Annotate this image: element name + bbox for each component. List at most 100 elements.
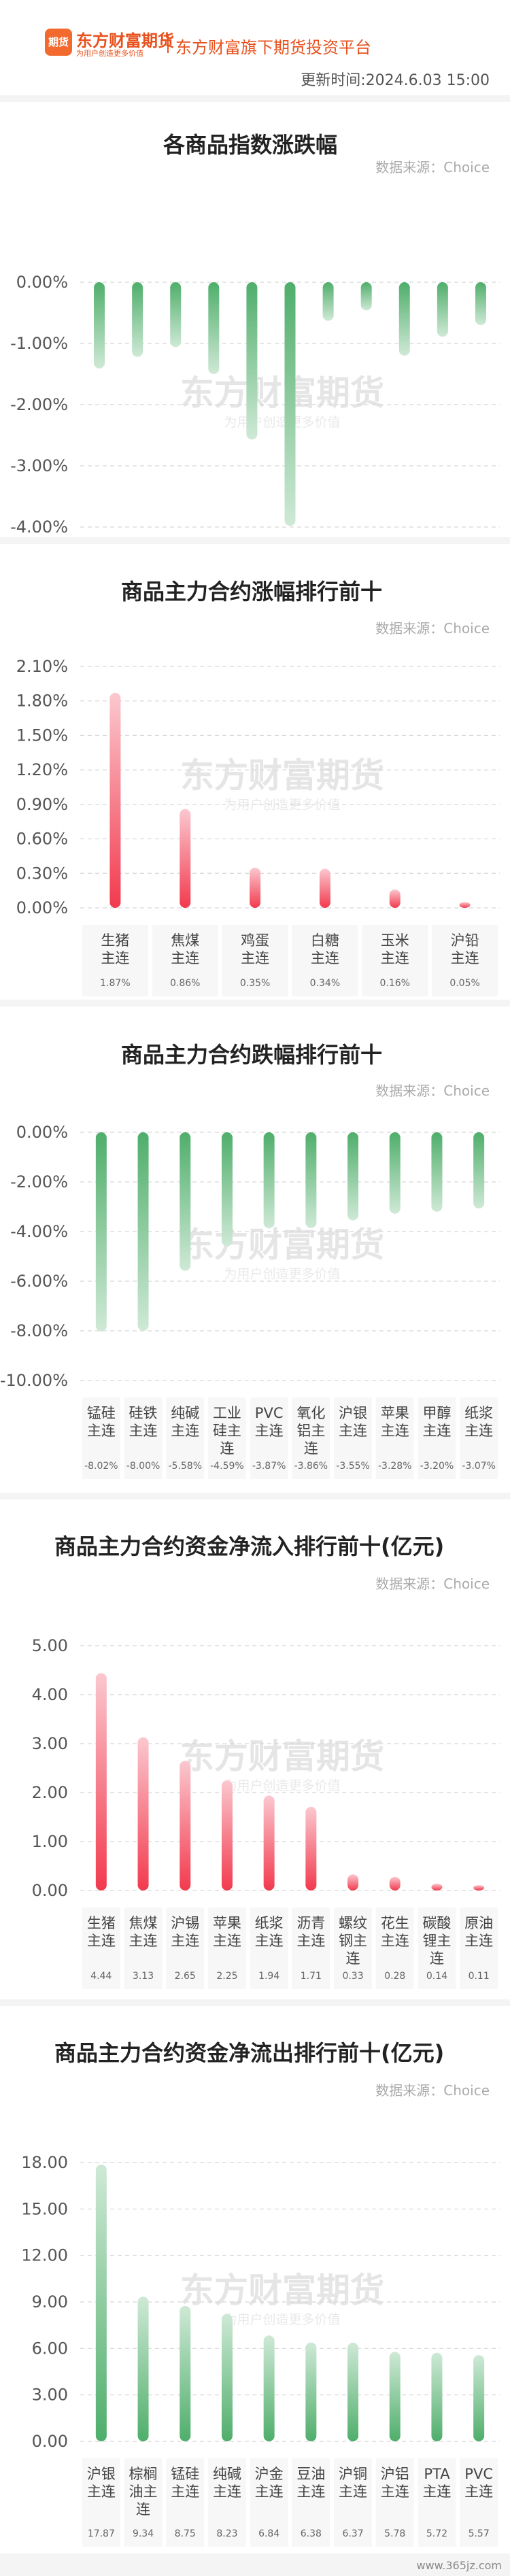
y-tick-label: 2.00	[32, 1783, 68, 1802]
value-label: -8.00%	[126, 1461, 160, 1472]
label-cell	[82, 1397, 120, 1479]
bar	[132, 282, 143, 357]
category-label: 沪银主连	[87, 2466, 116, 2500]
y-tick-label: 3.00	[32, 2386, 68, 2405]
y-tick-label: -6.00%	[10, 1272, 68, 1291]
y-tick-label: 3.00	[32, 1734, 68, 1753]
value-label: -3.28%	[378, 1461, 412, 1472]
data-source-label: 数据来源：Choice	[375, 1083, 490, 1099]
bar	[246, 282, 258, 440]
label-cell	[292, 2458, 330, 2547]
data-source-label: 数据来源：Choice	[375, 620, 490, 637]
label-cell	[208, 1397, 246, 1479]
label-cell	[460, 2458, 498, 2547]
label-cell	[334, 1397, 372, 1479]
bar	[221, 1132, 233, 1247]
value-label: 8.75	[175, 2528, 196, 2539]
label-cell	[82, 925, 148, 996]
label-cell	[292, 1908, 330, 1989]
label-cell	[222, 925, 288, 996]
label-cell	[82, 1908, 120, 1989]
label-cell	[250, 2458, 288, 2547]
chart-title: 商品主力合约资金净流出排行前十(亿元)	[54, 2040, 445, 2066]
category-label: 碳酸锂主连	[422, 1915, 451, 1967]
brand-slogan: 为用户创造更多价值	[76, 49, 143, 58]
watermark-subtext: 为用户创造更多价值	[224, 798, 340, 813]
category-label: 沪银主连	[339, 1405, 367, 1439]
label-cell	[250, 1397, 288, 1479]
bar	[473, 1885, 485, 1891]
bar	[263, 1795, 275, 1891]
value-label: -8.02%	[84, 1461, 118, 1472]
y-tick-label: 0.90%	[16, 795, 68, 814]
value-label: 5.72	[426, 2528, 447, 2539]
y-tick-label: -4.00%	[10, 1222, 68, 1241]
category-label: 沪金主连	[255, 2466, 284, 2500]
category-label: 锰硅主连	[171, 2466, 199, 2500]
bar	[263, 1132, 275, 1229]
y-tick-label: 1.80%	[16, 692, 68, 711]
chart-panel: 商品主力合约涨幅排行前十 数据来源：Choice 东方财富期货 为用户创造更多价值 2.…	[0, 544, 510, 1000]
y-tick-label: 5.00	[32, 1636, 68, 1655]
category-label: 焦煤主连	[171, 932, 199, 966]
category-label: 沪锡主连	[171, 1915, 199, 1949]
bar	[389, 1876, 401, 1891]
label-cell	[166, 1397, 205, 1479]
category-label: PVC 主连	[464, 2466, 493, 2500]
bar	[431, 1883, 443, 1891]
value-label: -3.86%	[294, 1461, 328, 1472]
bar	[95, 1132, 107, 1332]
update-time: 更新时间:2024.6.03 15:00	[301, 72, 490, 89]
category-label: 生猪主连	[87, 1915, 116, 1949]
platform-title: 东方财富旗下期货投资平台	[175, 38, 371, 57]
value-label: 5.57	[469, 2528, 490, 2539]
bar	[319, 868, 330, 908]
value-label: 9.34	[133, 2528, 154, 2539]
category-label: 沪铜主连	[339, 2466, 367, 2500]
bar	[389, 889, 401, 908]
chart-panel: 商品主力合约资金净流入排行前十(亿元) 数据来源：Choice 东方财富期货 为用户创…	[0, 1499, 510, 1999]
y-tick-label: 1.00	[32, 1832, 68, 1851]
category-label: PTA 主连	[422, 2466, 451, 2500]
bar	[459, 902, 471, 908]
value-label: -3.55%	[336, 1461, 370, 1472]
value-label: -3.20%	[420, 1461, 454, 1472]
label-cell	[418, 1397, 456, 1479]
bar	[180, 1132, 191, 1271]
value-label: 3.13	[133, 1971, 154, 1982]
label-cell	[334, 2458, 372, 2547]
value-label: 1.71	[301, 1971, 322, 1982]
value-label: 8.23	[216, 2528, 237, 2539]
chart-title: 商品主力合约跌幅排行前十	[121, 1042, 383, 1068]
label-cell	[124, 2458, 163, 2547]
value-label: -3.07%	[462, 1461, 496, 1472]
category-label: 玉米主连	[381, 932, 409, 966]
y-tick-label: -10.00%	[0, 1371, 68, 1390]
category-label: 甲醇主连	[422, 1405, 451, 1439]
bar	[180, 1761, 191, 1891]
category-label: 螺纹钢主连	[339, 1915, 367, 1967]
bar	[347, 2342, 359, 2441]
bar	[95, 2164, 107, 2441]
y-tick-label: -2.00%	[10, 1172, 68, 1191]
category-label: 纸浆主连	[464, 1405, 493, 1439]
chart-title: 各商品指数涨跌幅	[163, 132, 338, 158]
value-label: 0.35%	[240, 978, 270, 989]
category-label: 纯碱主连	[213, 2466, 241, 2500]
label-cell	[292, 925, 358, 996]
bar	[389, 2352, 401, 2441]
label-cell	[334, 1908, 372, 1989]
brand-divider	[167, 34, 169, 53]
bar	[305, 1806, 317, 1891]
bar	[137, 2297, 149, 2441]
bar	[95, 1673, 107, 1891]
y-tick-label: 9.00	[32, 2292, 68, 2311]
bar	[389, 1132, 401, 1214]
value-label: 0.33	[342, 1971, 363, 1982]
watermark-text: 东方财富期货	[180, 756, 384, 796]
y-tick-label: -3.00%	[10, 456, 68, 475]
watermark-subtext: 为用户创造更多价值	[224, 1778, 340, 1793]
